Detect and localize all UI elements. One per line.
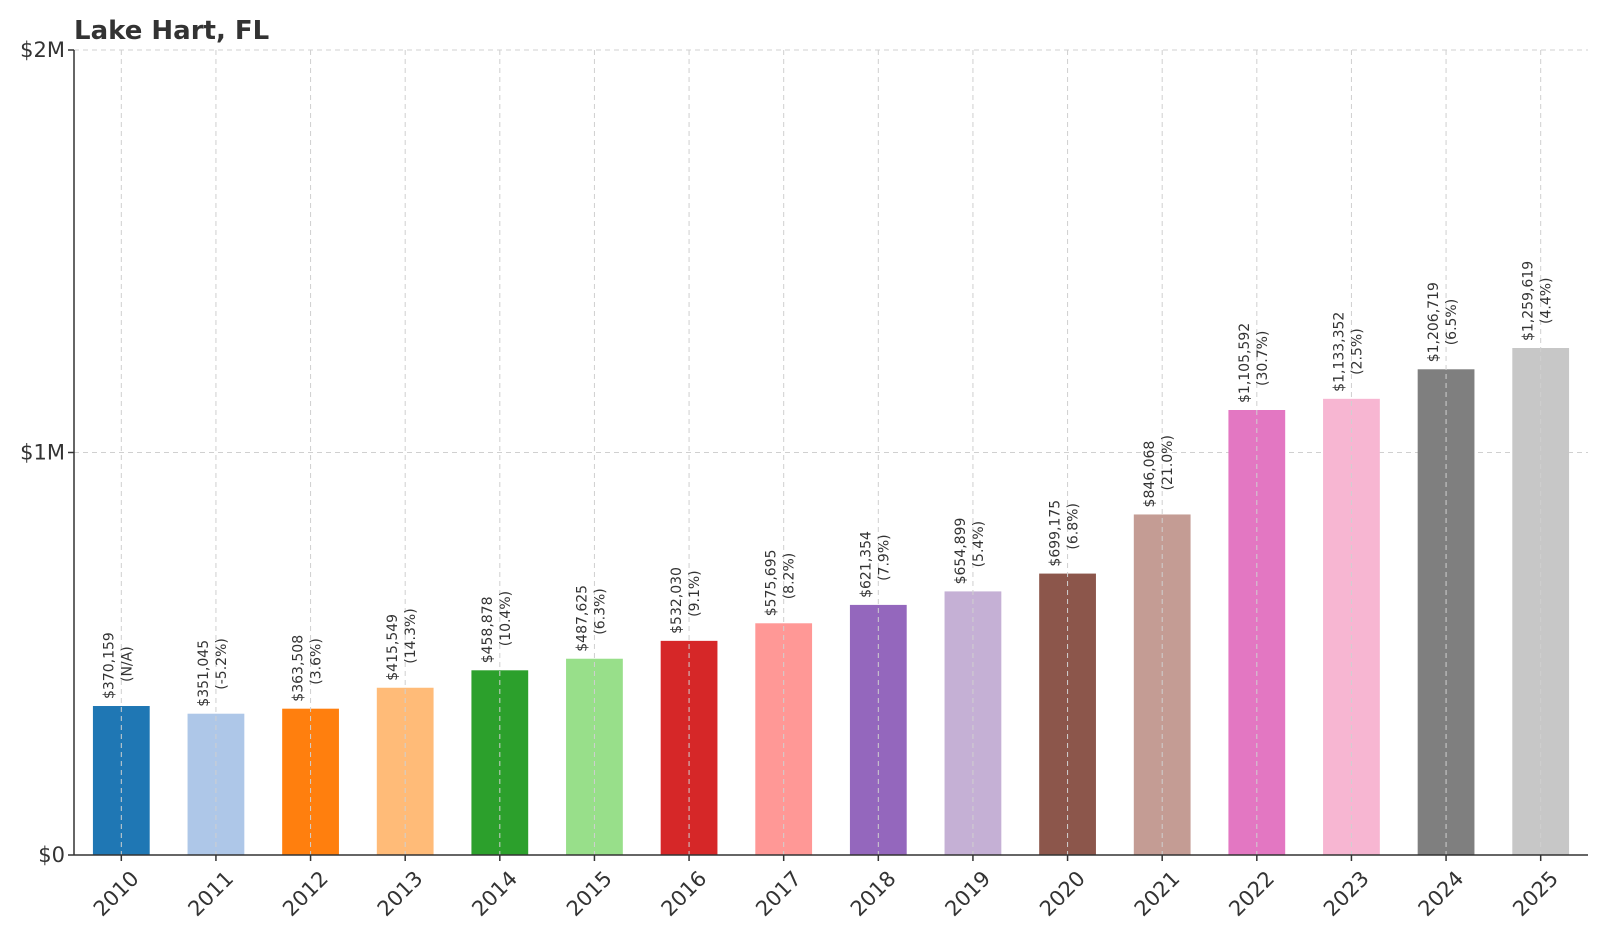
change-label: (-5.2%) <box>214 638 230 690</box>
x-tick-label: 2018 <box>846 866 901 921</box>
x-tick-label: 2015 <box>562 866 617 921</box>
x-tick-label: 2024 <box>1414 866 1469 921</box>
value-label: $1,206,719 <box>1426 282 1442 362</box>
change-label: (6.3%) <box>592 588 608 635</box>
change-label: (9.1%) <box>687 570 703 617</box>
value-label: $487,625 <box>574 585 590 652</box>
change-label: (6.5%) <box>1444 299 1460 346</box>
change-label: (10.4%) <box>498 591 514 646</box>
chart-title: Lake Hart, FL <box>74 16 269 46</box>
change-label: (21.0%) <box>1160 435 1176 490</box>
value-label: $532,030 <box>669 567 685 634</box>
value-label: $1,133,352 <box>1331 312 1347 392</box>
y-tick-label: $0 <box>38 843 65 867</box>
x-tick-label: 2016 <box>657 866 712 921</box>
change-label: (5.4%) <box>971 521 987 568</box>
x-tick-label: 2010 <box>89 866 144 921</box>
y-tick-label: $2M <box>20 38 65 62</box>
x-tick-label: 2023 <box>1319 866 1374 921</box>
value-label: $621,354 <box>858 531 874 598</box>
value-label: $846,068 <box>1142 441 1158 508</box>
x-tick-label: 2012 <box>278 866 333 921</box>
grid-lines <box>74 49 1588 453</box>
x-tick-label: 2011 <box>183 866 238 921</box>
change-label: (6.8%) <box>1066 503 1082 550</box>
x-tick-label: 2013 <box>373 866 428 921</box>
x-tick-label: 2022 <box>1224 866 1279 921</box>
value-label: $699,175 <box>1048 500 1064 567</box>
y-tick-label: $1M <box>20 441 65 465</box>
change-label: (2.5%) <box>1349 328 1365 375</box>
value-label: $1,105,592 <box>1237 323 1253 403</box>
change-label: (14.3%) <box>403 608 419 663</box>
change-label: (30.7%) <box>1255 331 1271 386</box>
data-labels: $370,159 (N/A) $351,045 (-5.2%) $363,508 (3.6… <box>101 50 1555 855</box>
x-tick-label: 2020 <box>1035 866 1090 921</box>
value-label: $458,878 <box>480 596 496 663</box>
x-tick-label: 2014 <box>467 866 522 921</box>
change-label: (8.2%) <box>782 553 798 600</box>
value-label: $370,159 <box>101 632 117 699</box>
value-label: $415,549 <box>385 614 401 681</box>
change-label: (4.4%) <box>1539 278 1555 325</box>
change-label: (7.9%) <box>876 534 892 581</box>
x-tick-label: 2021 <box>1130 866 1185 921</box>
value-label: $1,259,619 <box>1521 261 1537 341</box>
value-label: $363,508 <box>291 635 307 702</box>
value-label: $351,045 <box>196 640 212 707</box>
x-tick-label: 2025 <box>1508 866 1563 921</box>
x-tick-label: 2017 <box>751 866 806 921</box>
value-label: $575,695 <box>764 549 780 616</box>
value-label: $654,899 <box>953 518 969 585</box>
change-label: (3.6%) <box>309 638 325 685</box>
bars <box>92 348 1570 855</box>
bar <box>755 623 813 855</box>
change-label: (N/A) <box>119 646 135 682</box>
bar <box>1039 573 1096 855</box>
x-tick-label: 2019 <box>940 866 995 921</box>
